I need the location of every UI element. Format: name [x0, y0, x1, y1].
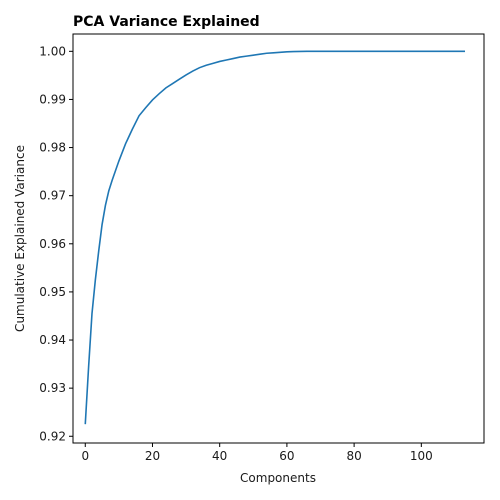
- y-tick-label: 0.98: [39, 141, 66, 155]
- y-tick-label: 0.96: [39, 237, 66, 251]
- x-axis: 0 20 40 60 80 100: [81, 443, 433, 463]
- y-tick-label: 0.95: [39, 285, 66, 299]
- plot-frame: [72, 33, 485, 444]
- y-tick-label: 0.93: [39, 381, 66, 395]
- series-line: [84, 50, 466, 425]
- x-tick-label: 20: [145, 449, 160, 463]
- y-axis: 0.92 0.93 0.94 0.95 0.96 0.97 0.98 0.99 1.00: [39, 44, 73, 443]
- x-axis-label: Components: [240, 471, 316, 485]
- y-tick-label: 0.94: [39, 333, 66, 347]
- x-tick-label: 60: [279, 449, 294, 463]
- chart-title: PCA Variance Explained: [73, 14, 260, 30]
- y-tick-label: 0.92: [39, 429, 66, 443]
- x-tick-label: 80: [346, 449, 361, 463]
- y-axis-label: Cumulative Explained Variance: [13, 145, 27, 332]
- x-tick-label: 0: [81, 449, 89, 463]
- y-tick-label: 1.00: [39, 44, 66, 58]
- x-tick-label: 100: [410, 449, 433, 463]
- x-tick-label: 40: [212, 449, 227, 463]
- y-tick-label: 0.99: [39, 92, 66, 106]
- y-tick-label: 0.97: [39, 189, 66, 203]
